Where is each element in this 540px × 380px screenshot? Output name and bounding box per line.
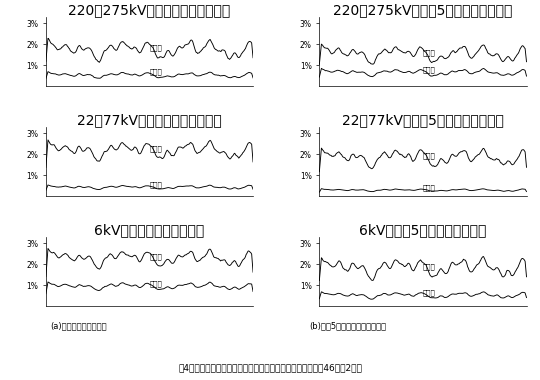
Text: 最大値: 最大値 [423, 153, 436, 159]
Text: 最小値: 最小値 [423, 66, 436, 73]
Title: 220～275kV系　総合電圧ひずみ率: 220～275kV系 総合電圧ひずみ率 [69, 3, 231, 17]
Text: 最小値: 最小値 [150, 181, 162, 188]
Text: 最大値: 最大値 [423, 49, 436, 56]
Title: 22～77kV系　総合電圧ひずみ率: 22～77kV系 総合電圧ひずみ率 [77, 113, 222, 127]
Title: 220～275kV系　第5調波電圧ひずみ率: 220～275kV系 第5調波電圧ひずみ率 [333, 3, 512, 17]
Text: 最大値: 最大値 [150, 45, 162, 51]
Text: (b)　第5次高調波電圧ひずみ率: (b) 第5次高調波電圧ひずみ率 [310, 322, 387, 331]
Text: 最小値: 最小値 [150, 280, 162, 287]
Text: (a)　総合電圧ひずみ率: (a) 総合電圧ひずみ率 [50, 322, 106, 331]
Title: 6kV系　総合電圧ひずみ率: 6kV系 総合電圧ひずみ率 [94, 223, 205, 237]
Title: 22～77kV系　第5調波電圧ひずみ率: 22～77kV系 第5調波電圧ひずみ率 [342, 113, 504, 127]
Title: 6kV系　第5調波電圧ひずみ率: 6kV系 第5調波電圧ひずみ率 [359, 223, 487, 237]
Text: 最小値: 最小値 [423, 289, 436, 296]
Text: 最大値: 最大値 [423, 263, 436, 269]
Text: 最小値: 最小値 [150, 69, 162, 75]
Text: 最大値: 最大値 [150, 253, 162, 260]
Text: 第4図　電圧階級ごとの高調波電圧の分布状況（電協研　第46巻第2号）: 第4図 電圧階級ごとの高調波電圧の分布状況（電協研 第46巻第2号） [178, 364, 362, 372]
Text: 最小値: 最小値 [423, 184, 436, 190]
Text: 最大値: 最大値 [150, 145, 162, 152]
